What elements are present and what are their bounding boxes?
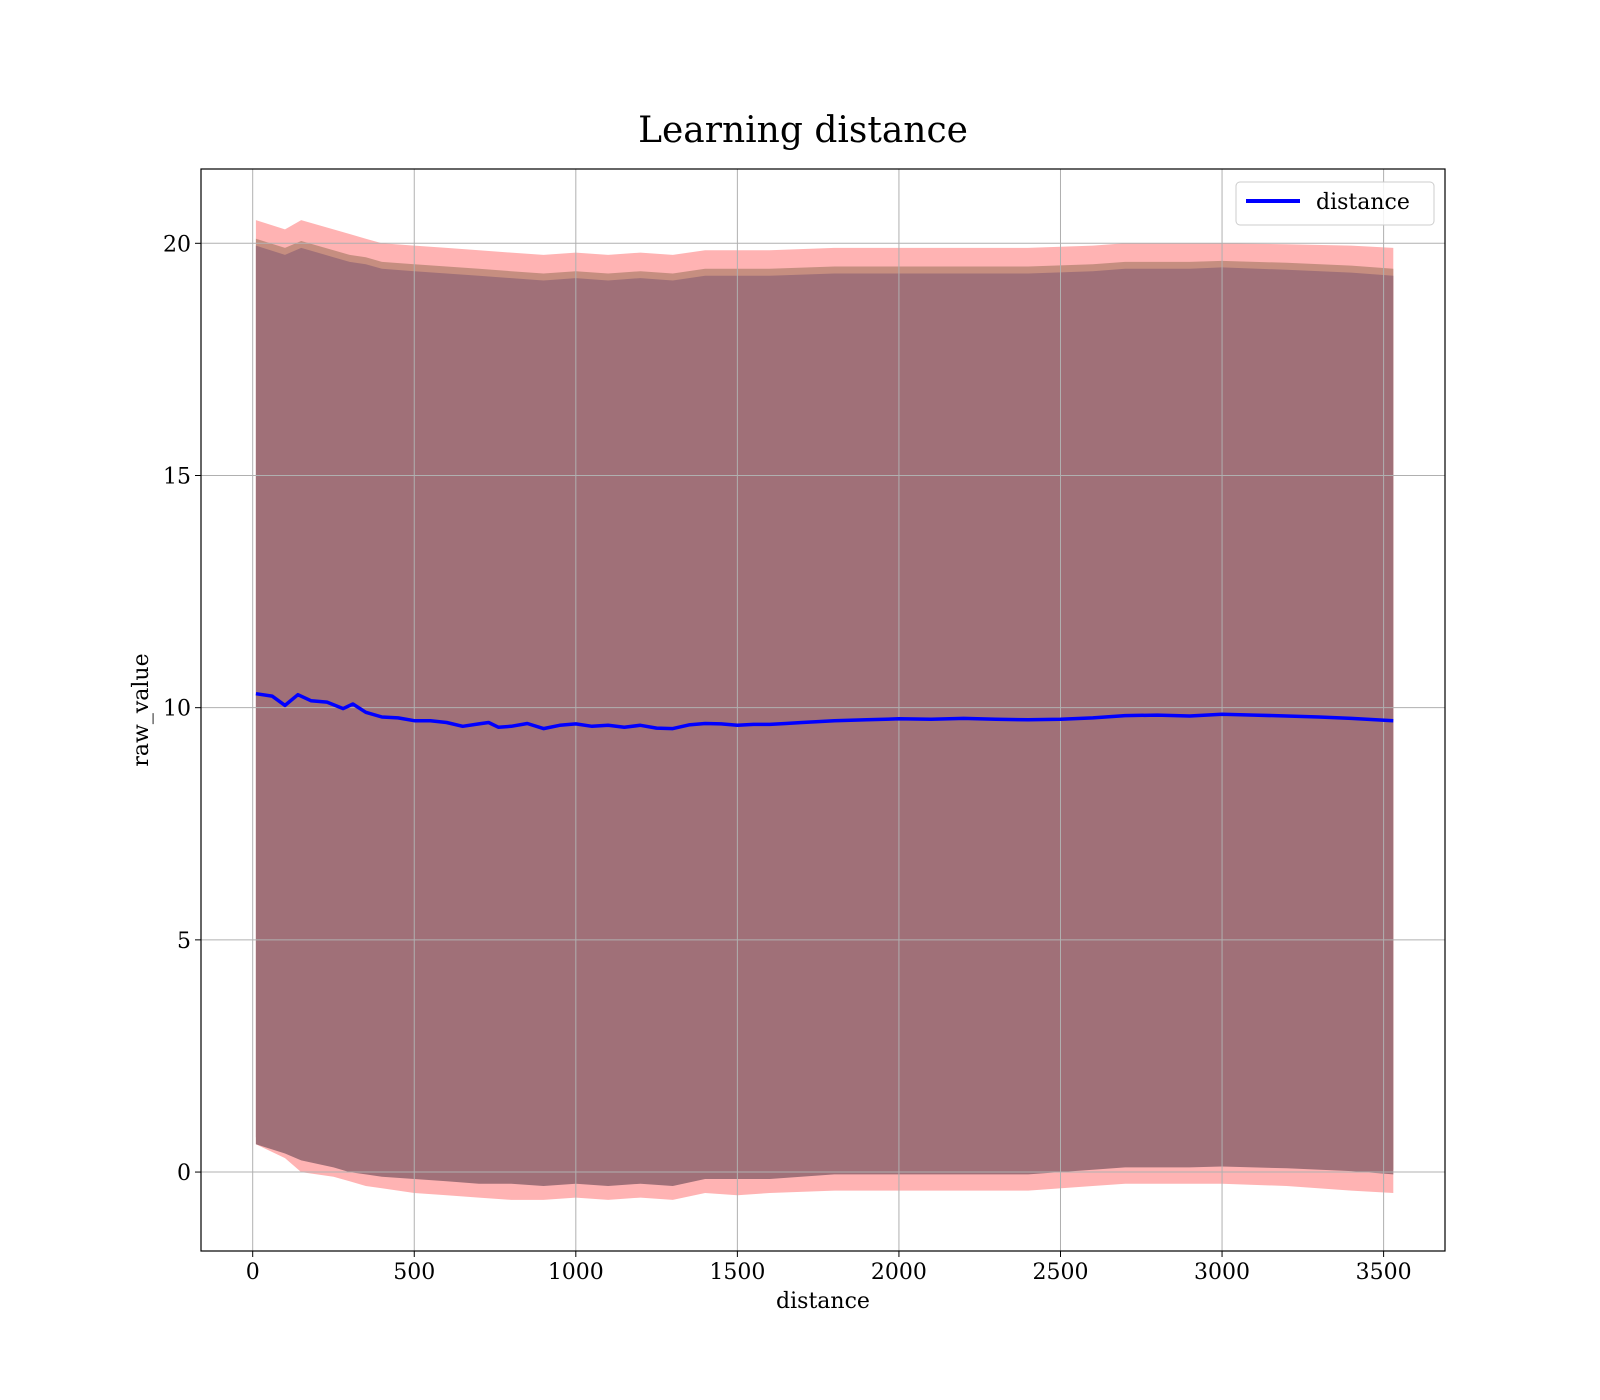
x-axis-ticks: 0 500 1000 1500 2000 2500 3000 3500 (246, 1251, 1412, 1285)
grid-lines (201, 169, 1445, 1251)
legend-label-distance: distance (1316, 190, 1410, 215)
x-axis-label: distance (776, 1289, 870, 1314)
x-tick-label: 3000 (1194, 1260, 1250, 1285)
y-tick-label: 5 (177, 929, 191, 954)
x-tick-label: 1000 (548, 1260, 604, 1285)
x-tick-label: 0 (246, 1260, 260, 1285)
x-tick-label: 3500 (1356, 1260, 1412, 1285)
legend-box (1235, 181, 1435, 226)
x-tick-label: 2500 (1032, 1260, 1088, 1285)
y-tick-label: 0 (177, 1161, 191, 1186)
y-axis-label: raw_value (129, 653, 154, 766)
confidence-bands (255, 220, 1394, 1200)
y-tick-label: 10 (163, 697, 191, 722)
x-tick-label: 2000 (871, 1260, 927, 1285)
plot-frame (200, 168, 1446, 1252)
legend: distance (1235, 181, 1435, 226)
y-tick-label: 15 (163, 464, 191, 489)
series-lines (255, 691, 1394, 731)
y-axis-ticks: 0 5 10 15 20 (163, 232, 201, 1186)
series-line-distance (255, 691, 1394, 731)
chart-title: Learning distance (638, 110, 968, 151)
band-inner (255, 245, 1394, 1187)
x-tick-label: 1500 (709, 1260, 765, 1285)
y-tick-label: 20 (163, 232, 191, 257)
x-tick-label: 500 (393, 1260, 435, 1285)
